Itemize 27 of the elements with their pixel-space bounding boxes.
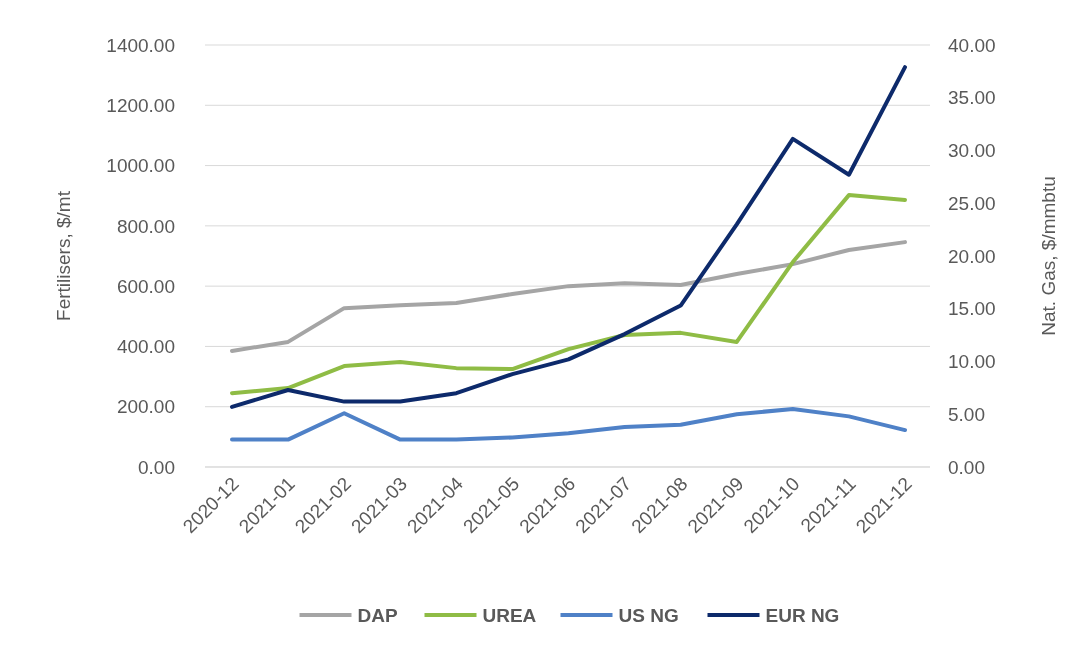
line-series bbox=[230, 406, 907, 442]
y2-tick-label: 10.00 bbox=[948, 351, 996, 373]
y-tick-label: 400.00 bbox=[116, 336, 175, 358]
y2-tick-label: 20.00 bbox=[948, 245, 996, 267]
y2-axis-title: Nat. Gas, $/mmbtu bbox=[1038, 176, 1059, 336]
y-tick-label: 0.00 bbox=[138, 456, 175, 478]
line-series bbox=[230, 65, 907, 409]
legend-label: US NG bbox=[618, 604, 679, 626]
y2-tick-label: 5.00 bbox=[948, 403, 985, 425]
y2-tick-label: 35.00 bbox=[948, 87, 996, 109]
legend-label: EUR NG bbox=[765, 604, 840, 626]
y2-tick-label: 40.00 bbox=[948, 34, 996, 56]
y-tick-label: 1400.00 bbox=[106, 34, 175, 56]
line-series bbox=[230, 193, 907, 396]
y2-tick-label: 15.00 bbox=[948, 298, 996, 320]
y-axis-title: Fertilisers, $/mt bbox=[53, 190, 74, 321]
y2-tick-label: 0.00 bbox=[948, 456, 985, 478]
y-tick-label: 200.00 bbox=[116, 396, 175, 418]
y2-tick-label: 30.00 bbox=[948, 140, 996, 162]
y-tick-label: 1000.00 bbox=[106, 155, 175, 177]
line-series bbox=[230, 240, 907, 353]
legend-label: DAP bbox=[357, 604, 398, 626]
y2-tick-label: 25.00 bbox=[948, 192, 996, 214]
y-tick-label: 1200.00 bbox=[106, 94, 175, 116]
legend-label: UREA bbox=[482, 604, 537, 626]
y-tick-label: 600.00 bbox=[116, 275, 175, 297]
y-tick-label: 800.00 bbox=[116, 215, 175, 237]
